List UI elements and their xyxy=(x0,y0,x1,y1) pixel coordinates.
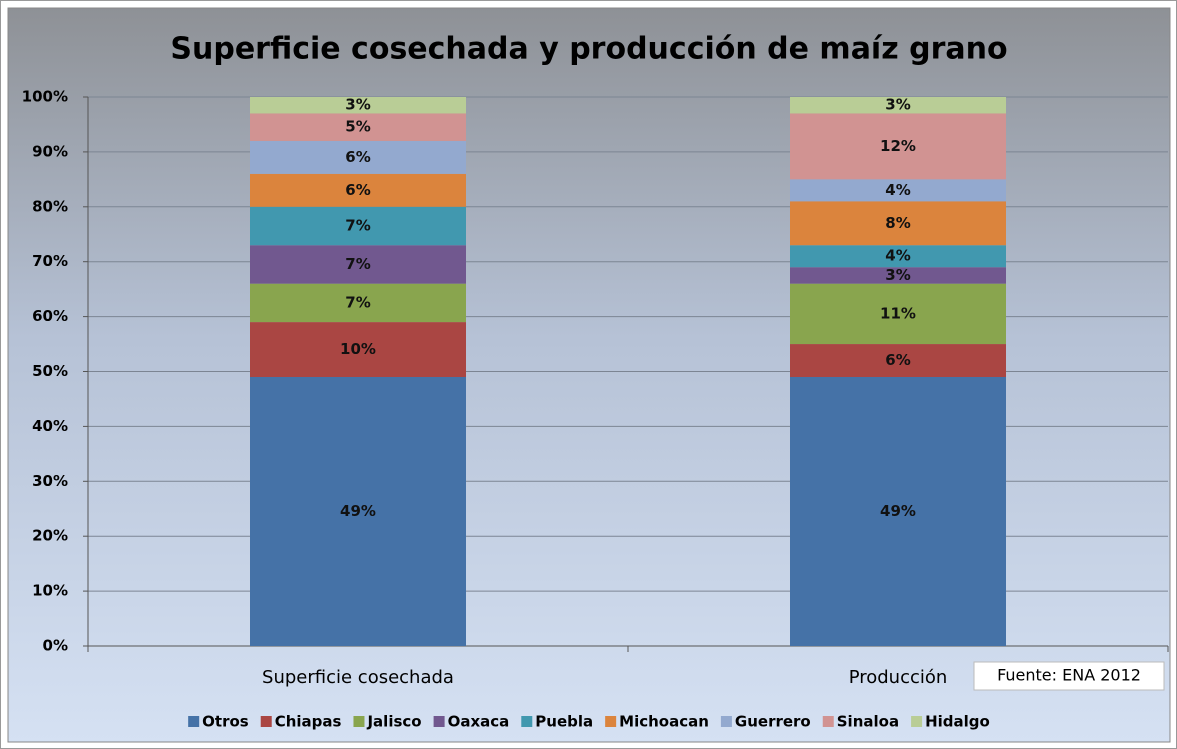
chart-title: Superficie cosechada y producción de maí… xyxy=(170,32,1007,67)
data-label: 4% xyxy=(885,247,910,265)
source-box xyxy=(973,661,1165,691)
bar-segment xyxy=(790,201,1006,246)
y-tick-label: 50% xyxy=(32,362,68,380)
bar-segment xyxy=(250,322,466,377)
legend-swatch xyxy=(822,716,834,727)
data-label: 49% xyxy=(340,502,376,520)
bar-segment xyxy=(790,113,1006,180)
x-tick-label: Superficie cosechada xyxy=(262,667,454,688)
legend-label: Puebla xyxy=(535,713,593,731)
legend-label: Otros xyxy=(202,713,249,731)
y-tick-label: 30% xyxy=(32,472,68,490)
bar-segment xyxy=(250,140,466,174)
legend-swatch xyxy=(911,716,923,727)
y-tick-label: 0% xyxy=(43,637,68,655)
data-label: 5% xyxy=(345,118,370,136)
data-label: 6% xyxy=(345,181,370,199)
legend-swatch xyxy=(521,716,533,727)
legend-label: Michoacan xyxy=(619,713,709,731)
data-label: 4% xyxy=(885,181,910,199)
bar-segment xyxy=(790,179,1006,202)
y-tick-label: 100% xyxy=(22,88,68,106)
bar-segment xyxy=(790,97,1006,114)
data-label: 3% xyxy=(885,96,910,114)
y-tick-label: 40% xyxy=(32,417,68,435)
data-label: 7% xyxy=(345,217,370,235)
data-label: 12% xyxy=(880,137,916,155)
data-label: 6% xyxy=(345,148,370,166)
y-tick-label: 60% xyxy=(32,307,68,325)
data-label: 3% xyxy=(345,96,370,114)
legend-swatch xyxy=(260,716,272,727)
data-label: 6% xyxy=(885,351,910,369)
data-label: 8% xyxy=(885,214,910,232)
legend-label: Oaxaca xyxy=(448,713,510,731)
data-label: 7% xyxy=(345,255,370,273)
y-tick-label: 10% xyxy=(32,582,68,600)
bar-segment xyxy=(790,344,1006,377)
data-label: 11% xyxy=(880,304,916,322)
legend-label: Chiapas xyxy=(275,713,342,731)
legend-swatch xyxy=(188,716,200,727)
y-tick-label: 20% xyxy=(32,527,68,545)
data-label: 7% xyxy=(345,293,370,311)
bar-segment xyxy=(250,206,466,246)
bar-segment xyxy=(250,283,466,323)
bar-segment xyxy=(790,267,1006,284)
legend-swatch xyxy=(720,716,732,727)
y-tick-label: 90% xyxy=(32,142,68,160)
data-label: 49% xyxy=(880,502,916,520)
bar-segment xyxy=(250,113,466,141)
bar-segment xyxy=(790,245,1006,268)
bar-segment xyxy=(250,245,466,284)
legend-swatch xyxy=(433,716,445,727)
legend-swatch xyxy=(353,716,365,727)
bar-segment xyxy=(250,376,466,646)
data-label: 10% xyxy=(340,340,376,358)
bar-segment xyxy=(250,173,466,207)
bar-segment xyxy=(790,283,1006,345)
legend-label: Guerrero xyxy=(735,713,811,731)
legend-label: Jalisco xyxy=(366,713,421,731)
data-label: 3% xyxy=(885,266,910,284)
y-tick-label: 70% xyxy=(32,252,68,270)
legend-label: Hidalgo xyxy=(925,713,990,731)
legend-label: Sinaloa xyxy=(837,713,899,731)
y-tick-label: 80% xyxy=(32,197,68,215)
bar-segment xyxy=(790,376,1006,646)
source: Fuente: ENA 2012 xyxy=(997,666,1141,685)
x-tick-label: Producción xyxy=(849,667,948,688)
legend-swatch xyxy=(605,716,617,727)
bar-segment xyxy=(250,97,466,114)
